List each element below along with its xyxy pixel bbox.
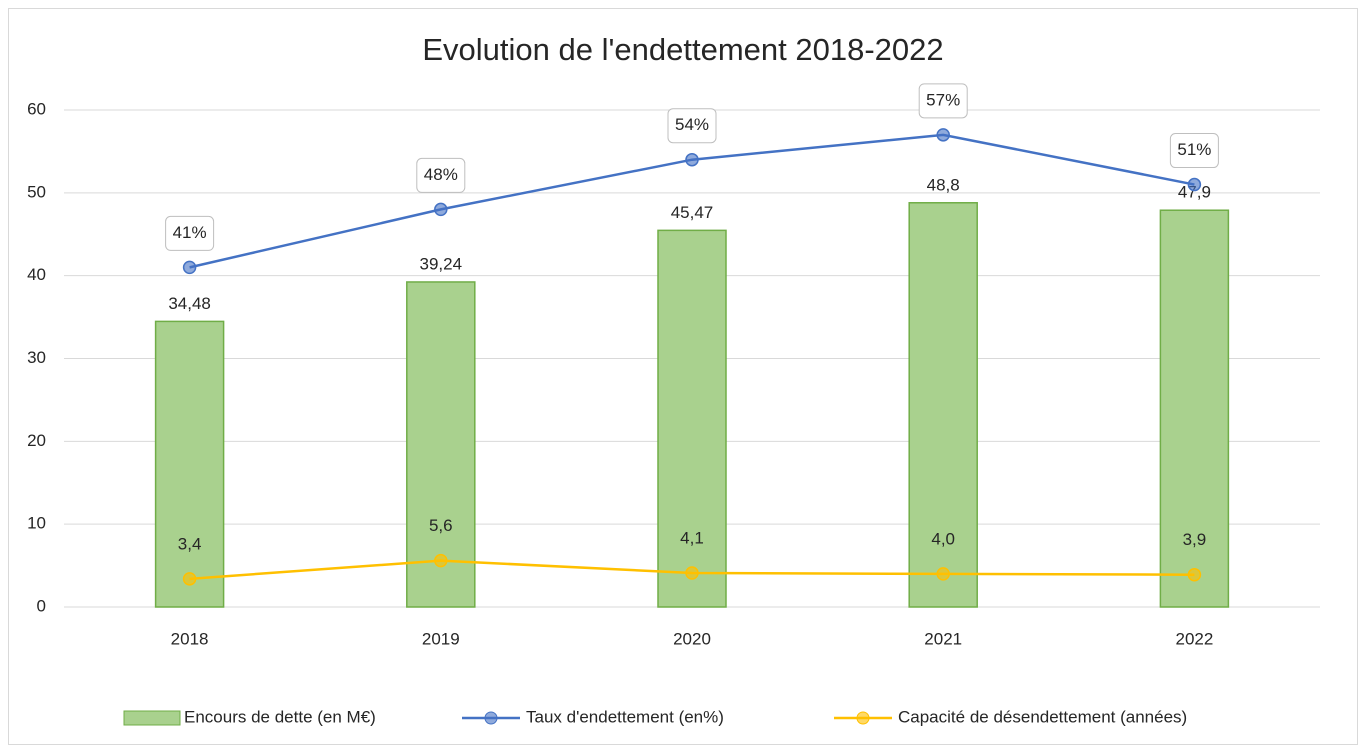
legend-label: Capacité de désendettement (années) bbox=[898, 707, 1187, 726]
x-tick-label: 2018 bbox=[171, 629, 209, 648]
marker bbox=[1187, 567, 1202, 582]
label-box bbox=[667, 108, 717, 144]
label-box bbox=[1169, 133, 1219, 169]
data-label: 3,9 bbox=[1183, 530, 1207, 549]
data-label: 48,8 bbox=[927, 175, 960, 194]
data-label: 39,24 bbox=[420, 254, 463, 273]
y-tick-label: 30 bbox=[27, 348, 46, 367]
marker bbox=[182, 572, 197, 586]
marker bbox=[434, 553, 448, 568]
data-label: 4,0 bbox=[931, 529, 955, 548]
data-label: 51% bbox=[1177, 140, 1211, 159]
label-box bbox=[165, 215, 215, 251]
data-label: 54% bbox=[675, 115, 709, 134]
label-box bbox=[918, 83, 968, 119]
chart-title: Evolution de l'endettement 2018-2022 bbox=[422, 32, 943, 67]
x-tick-label: 2020 bbox=[673, 629, 711, 648]
legend-label: Taux d'endettement (en%) bbox=[526, 707, 724, 726]
legend-swatch bbox=[123, 710, 181, 726]
bar bbox=[154, 320, 225, 608]
label-box bbox=[416, 157, 466, 193]
bar bbox=[406, 281, 476, 608]
data-label: 48% bbox=[424, 165, 458, 184]
bar bbox=[1159, 209, 1230, 608]
legend-marker bbox=[484, 711, 498, 725]
marker bbox=[685, 566, 699, 580]
data-label: 34,48 bbox=[168, 294, 211, 313]
data-label: 5,6 bbox=[429, 516, 453, 535]
marker bbox=[936, 128, 950, 142]
marker bbox=[685, 152, 699, 167]
data-label: 4,1 bbox=[680, 529, 704, 548]
x-tick-label: 2021 bbox=[924, 629, 962, 648]
y-tick-label: 60 bbox=[27, 99, 46, 118]
y-tick-label: 0 bbox=[37, 596, 46, 615]
bar bbox=[657, 229, 727, 608]
legend-marker bbox=[856, 711, 870, 725]
y-tick-label: 40 bbox=[27, 265, 46, 284]
legend-label: Encours de dette (en M€) bbox=[184, 707, 376, 726]
data-label: 3,4 bbox=[178, 534, 202, 553]
marker bbox=[434, 202, 448, 217]
bar bbox=[908, 202, 978, 608]
y-tick-label: 50 bbox=[27, 182, 46, 201]
data-label: 41% bbox=[173, 223, 207, 242]
x-tick-label: 2019 bbox=[422, 629, 460, 648]
marker bbox=[182, 260, 197, 275]
data-label: 45,47 bbox=[671, 203, 714, 222]
marker bbox=[1187, 177, 1202, 192]
y-tick-label: 20 bbox=[27, 431, 46, 450]
y-tick-label: 10 bbox=[27, 514, 46, 533]
marker bbox=[936, 567, 950, 581]
x-tick-label: 2022 bbox=[1175, 629, 1213, 648]
data-label: 47,9 bbox=[1178, 183, 1211, 202]
data-label: 57% bbox=[926, 90, 960, 109]
